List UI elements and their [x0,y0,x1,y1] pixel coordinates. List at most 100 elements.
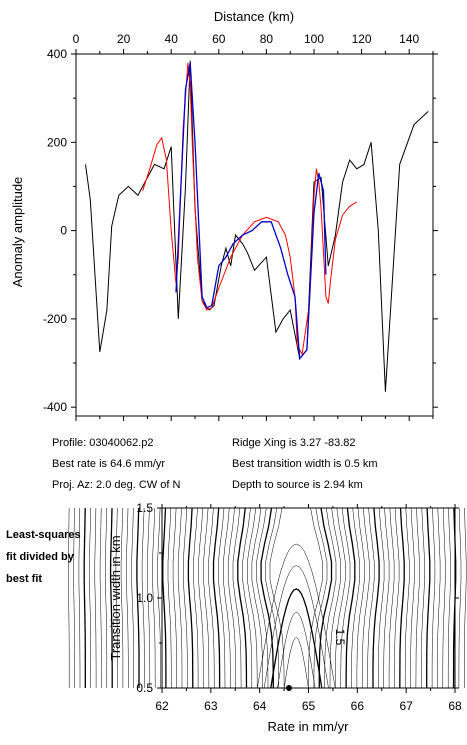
contour-level-label: 1.5 [333,629,347,646]
contour-line [410,507,415,688]
contour-line [147,507,151,688]
contour-line [464,507,467,688]
contour-line [260,507,274,689]
contour-line [177,507,183,688]
contour-line [94,507,97,688]
contour-y-label: Transition width in km [108,535,123,660]
note-line: best fit [6,573,43,585]
contour-x-tick-label: 67 [399,699,413,713]
contour-line [447,507,451,688]
contour-note: Least-squares fit divided by best fit [6,524,81,590]
contour-line [431,507,436,688]
contour-line [399,507,405,689]
contour-line [378,507,385,689]
profile-plot: Distance (km) Anomaly amplitude 0 20 40 60 8… [10,9,438,421]
contour-line [372,507,380,688]
contour-line [356,507,365,688]
x-tick-label: 20 [117,32,131,46]
x-tick-label: 100 [304,32,324,46]
contour-line [83,507,86,688]
contour-line [426,507,431,688]
contour-y-tick-label: 1.5 [136,501,153,515]
y-tick-label: 400 [47,47,67,61]
contour-line [442,507,446,688]
contour-line [136,507,140,688]
misfit-contour-plot: Rate in mm/yr Transition width in km 1.5… [68,501,467,734]
note-line: Least-squares [6,529,81,541]
depth-to-source: Depth to source is 2.94 km [232,479,363,491]
x-tick-label: 60 [212,32,226,46]
ridge-crossing: Ridge Xing is 3.27 -83.82 [232,437,356,449]
contour-y-tick-label: 0.5 [136,681,153,695]
profile-lines [85,60,429,392]
contour-line [345,507,356,689]
y-tick-label: -200 [43,312,67,326]
contour-arch [257,543,336,689]
contour-y-tick-label: 1.0 [136,591,153,605]
contour-line [203,507,210,689]
contour-line [458,507,462,688]
contour-line [183,507,188,688]
contour-x-tick-label: 63 [204,699,218,713]
y-tick-label: -400 [43,400,67,414]
profile-id: Profile: 03040062.p2 [52,437,154,449]
contour-line [351,507,360,688]
profile-x-label: Distance (km) [214,9,294,24]
contour-line [131,507,134,688]
note-line: fit divided by [6,551,74,563]
contour-line [383,507,390,688]
contour-line [227,507,236,688]
contour-line [324,507,337,689]
contour-line [218,507,226,689]
contour-line [162,507,167,688]
contour-line [265,507,279,689]
contour-x-tick-label: 68 [448,699,462,713]
contour-line [394,507,400,688]
contour-line [388,507,395,688]
contour-line [115,507,118,689]
contour-line [437,507,441,688]
contour-line [105,507,108,688]
best-fit-point [285,685,292,691]
contour-line [251,507,263,689]
series-line-1 [142,62,358,356]
contour-arch [283,637,309,689]
contour-line [329,507,341,689]
series-line-0 [85,60,429,392]
contour-x-tick-label: 62 [155,699,169,713]
contour-x-tick-label: 64 [253,699,267,713]
contour-line [415,507,420,689]
contour-line [187,507,194,689]
contour-line [89,507,91,688]
contour-line [141,507,145,688]
contour-line [120,507,124,688]
contour-line [78,507,81,688]
best-transition-width: Best transition width is 0.5 km [232,458,378,470]
contour-line [404,507,410,688]
profile-y-label: Anomaly amplitude [10,177,25,288]
y-tick-label: 200 [47,135,67,149]
series-line-2 [175,62,327,361]
contour-line [421,507,425,688]
contour-lines [68,507,467,689]
x-tick-label: 140 [399,32,419,46]
contour-line [167,507,172,688]
contour-line [367,507,375,688]
contour-line [313,507,328,689]
profile-frame [75,53,434,417]
contour-arch [270,588,323,689]
contour-line [237,507,248,689]
y-tick-label: 0 [60,224,67,238]
contour-line [340,507,351,689]
contour-x-tick-label: 65 [302,699,316,713]
contour-x-label: Rate in mm/yr [268,719,350,734]
contour-line [198,507,204,688]
contour-line [247,507,258,689]
contour-line [172,507,177,688]
contour-line [223,507,231,689]
contour-line [212,507,221,688]
contour-line [335,507,346,688]
profile-ticks: 0 20 40 60 80 100 120 140 400 200 0 -200 -400 [43,32,438,421]
contour-line [99,507,102,688]
